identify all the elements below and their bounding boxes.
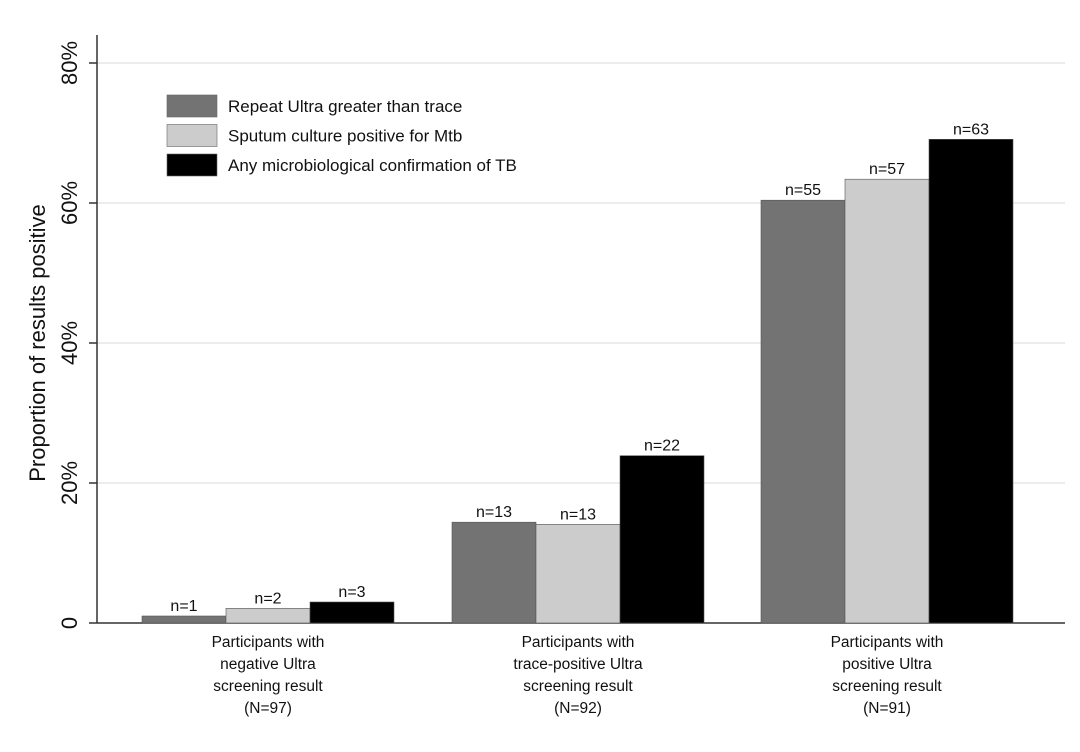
category-label: Participants with (212, 634, 325, 651)
bar (141, 615, 227, 624)
legend-label: Any microbiological confirmation of TB (228, 156, 517, 175)
category-label: positive Ultra (842, 656, 932, 673)
bar (619, 455, 705, 624)
data-label: n=13 (476, 504, 512, 521)
legend-label: Repeat Ultra greater than trace (228, 97, 462, 116)
y-tick-label: 0 (57, 617, 82, 629)
bar (760, 199, 846, 624)
category-label: Participants with (831, 634, 944, 651)
bar (451, 521, 537, 624)
legend-label: Sputum culture positive for Mtb (228, 127, 462, 146)
y-tick-label: 80% (57, 41, 82, 85)
category-label: (N=91) (863, 700, 911, 717)
bar (225, 607, 311, 624)
category-label: Participants with (522, 634, 635, 651)
y-tick-label: 20% (57, 461, 82, 505)
y-tick-label: 60% (57, 181, 82, 225)
bar (535, 523, 621, 624)
bar (309, 601, 395, 624)
category-label: negative Ultra (220, 656, 316, 673)
legend-swatch (166, 94, 218, 118)
category-label: (N=97) (244, 700, 292, 717)
bar (844, 178, 930, 624)
data-label: n=55 (785, 182, 821, 199)
bar (928, 139, 1014, 624)
data-label: n=2 (254, 590, 281, 607)
data-label: n=3 (338, 584, 365, 601)
legend-swatch (166, 153, 218, 177)
category-label: (N=92) (554, 700, 602, 717)
y-tick-label: 40% (57, 321, 82, 365)
data-label: n=13 (560, 506, 596, 523)
data-label: n=1 (170, 598, 197, 615)
data-label: n=57 (869, 161, 905, 178)
category-label: screening result (832, 678, 942, 695)
category-label: screening result (523, 678, 633, 695)
y-axis-title: Proportion of results positive (25, 204, 50, 482)
category-label: trace-positive Ultra (513, 656, 643, 673)
data-label: n=63 (953, 121, 989, 138)
data-label: n=22 (644, 438, 680, 455)
category-label: screening result (213, 678, 323, 695)
legend-swatch (166, 124, 218, 147)
